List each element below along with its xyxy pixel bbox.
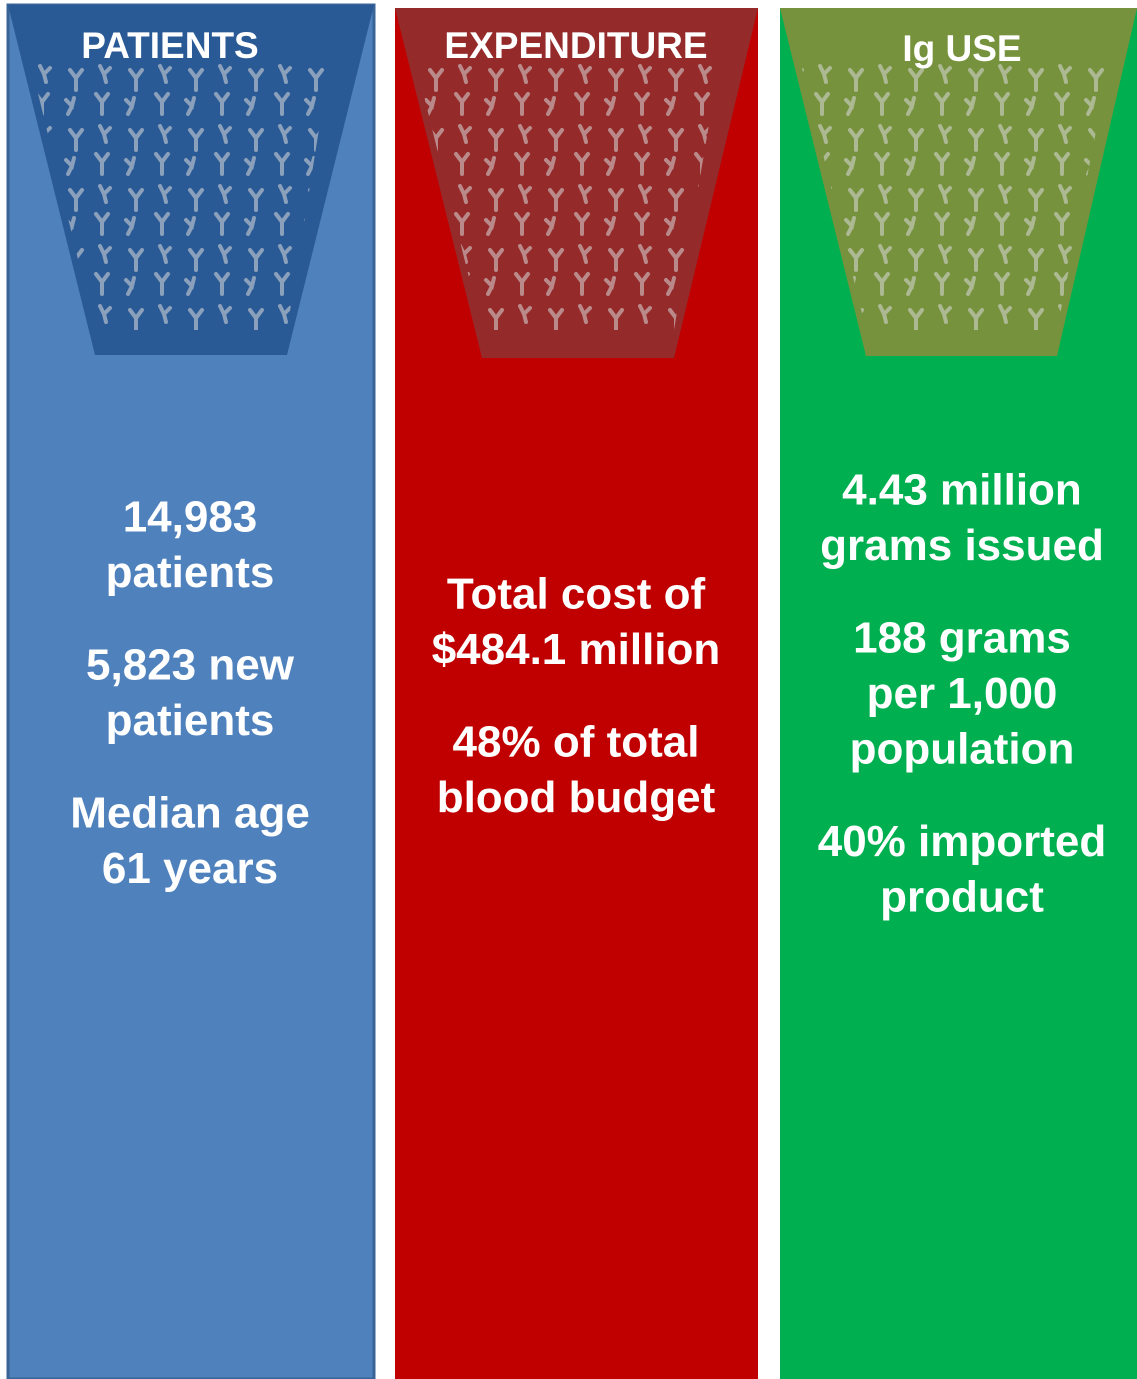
column-title: EXPENDITURE	[444, 25, 707, 66]
stat-line: 5,823 new	[86, 641, 295, 690]
stat-line: 48% of total	[453, 718, 700, 767]
column-title: PATIENTS	[81, 25, 258, 66]
stat-line: patients	[106, 548, 275, 597]
stat-line: Median age	[70, 789, 310, 838]
stat-line: 14,983	[123, 493, 258, 542]
stat-line: 4.43 million	[842, 466, 1082, 515]
stat-line: product	[880, 873, 1044, 922]
stat-line: 188 grams	[853, 614, 1071, 663]
stat-line: 61 years	[102, 844, 278, 893]
column-title: Ig USE	[902, 28, 1021, 69]
page: PATIENTS 14,983 patients 5,823 new patients M…	[0, 0, 1137, 1379]
stat-line: $484.1 million	[432, 625, 721, 674]
stat-line: population	[850, 725, 1075, 774]
stat-line: per 1,000	[867, 669, 1058, 718]
stat-line: 40% imported	[818, 817, 1107, 866]
stat-line: blood budget	[437, 773, 716, 822]
stat-line: grams issued	[820, 521, 1104, 570]
stat-line: Total cost of	[447, 570, 706, 619]
infographic: PATIENTS 14,983 patients 5,823 new patients M…	[0, 0, 1137, 1379]
stat-line: patients	[106, 696, 275, 745]
